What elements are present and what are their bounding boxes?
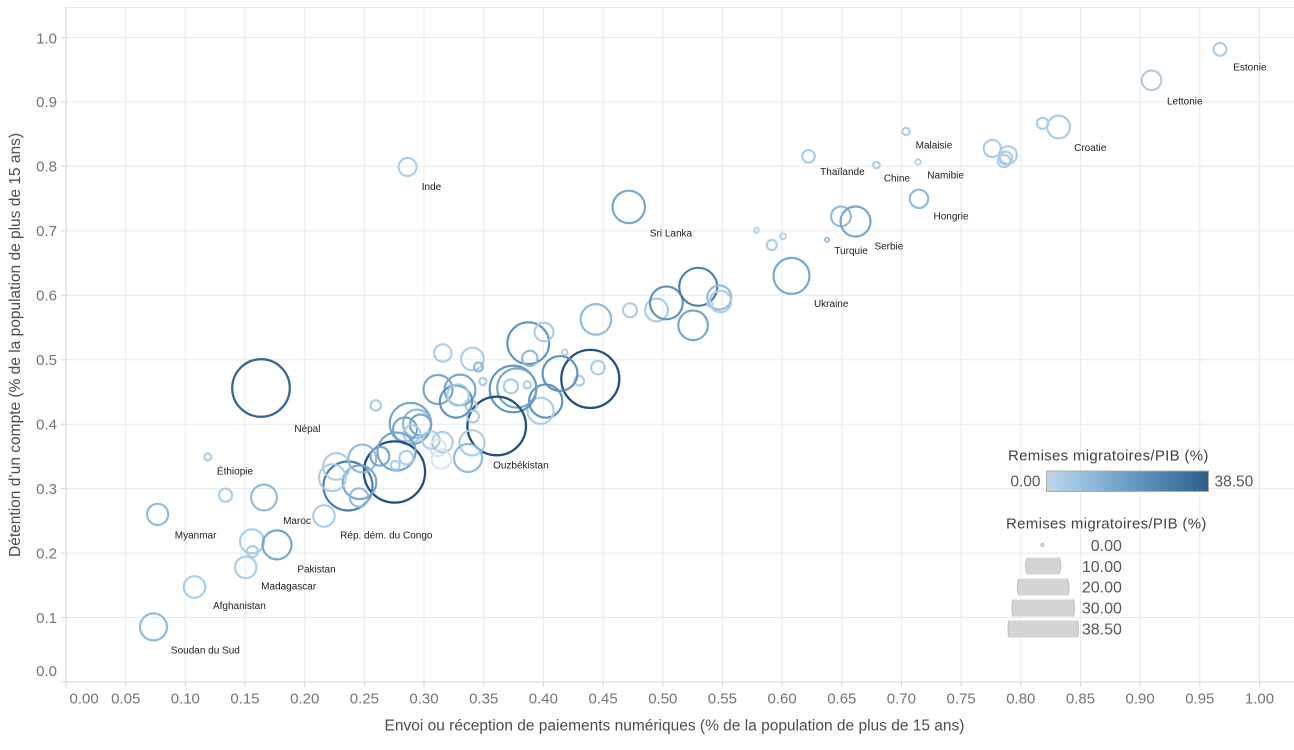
svg-text:0.55: 0.55 (708, 691, 737, 708)
svg-text:0.00: 0.00 (1010, 474, 1041, 491)
svg-text:0.60: 0.60 (767, 691, 796, 708)
svg-text:Rép. dém. du Congo: Rép. dém. du Congo (340, 531, 433, 542)
svg-text:Pakistan: Pakistan (297, 565, 335, 576)
svg-text:0.95: 0.95 (1185, 691, 1214, 708)
svg-text:0.80: 0.80 (1006, 691, 1035, 708)
svg-text:38.50: 38.50 (1082, 621, 1122, 638)
svg-text:Thaïlande: Thaïlande (820, 167, 865, 178)
svg-text:0.6: 0.6 (36, 288, 57, 305)
svg-text:Népal: Népal (294, 424, 320, 435)
svg-text:0.3: 0.3 (36, 481, 57, 498)
svg-text:0.00: 0.00 (70, 691, 99, 708)
svg-text:Afghanistan: Afghanistan (213, 601, 266, 612)
svg-text:0.65: 0.65 (827, 691, 856, 708)
svg-text:0.40: 0.40 (529, 691, 558, 708)
svg-text:0.8: 0.8 (36, 159, 57, 176)
svg-text:Soudan du Sud: Soudan du Sud (171, 645, 240, 656)
svg-text:0.30: 0.30 (409, 691, 438, 708)
svg-text:Éthiopie: Éthiopie (217, 465, 254, 478)
svg-text:0.5: 0.5 (36, 352, 57, 369)
svg-text:Namibie: Namibie (927, 170, 964, 181)
svg-text:Croatie: Croatie (1074, 143, 1107, 154)
svg-text:0.1: 0.1 (36, 610, 57, 627)
svg-text:20.00: 20.00 (1082, 580, 1122, 597)
svg-text:0.2: 0.2 (36, 545, 57, 562)
svg-text:Détention d’un compte (% de la: Détention d’un compte (% de la populatio… (7, 133, 24, 557)
svg-text:0.35: 0.35 (469, 691, 498, 708)
svg-text:Sri Lanka: Sri Lanka (650, 228, 693, 239)
svg-text:Ukraine: Ukraine (814, 299, 849, 310)
svg-text:Ouzbékistan: Ouzbékistan (493, 461, 549, 472)
svg-text:Serbie: Serbie (874, 242, 903, 253)
svg-text:Remises migratoires/PIB (%): Remises migratoires/PIB (%) (1008, 448, 1209, 465)
svg-text:0.70: 0.70 (887, 691, 916, 708)
svg-text:0.85: 0.85 (1066, 691, 1095, 708)
svg-text:Remises migratoires/PIB (%): Remises migratoires/PIB (%) (1006, 515, 1207, 532)
svg-text:0.90: 0.90 (1125, 691, 1154, 708)
svg-text:Chine: Chine (884, 173, 911, 184)
svg-text:0.15: 0.15 (230, 691, 259, 708)
svg-text:0.9: 0.9 (36, 94, 57, 111)
svg-text:Myanmar: Myanmar (175, 530, 217, 541)
svg-text:Malaisie: Malaisie (916, 140, 953, 151)
svg-text:0.00: 0.00 (1091, 538, 1122, 555)
svg-text:10.00: 10.00 (1082, 559, 1122, 576)
svg-text:Inde: Inde (422, 182, 442, 193)
svg-text:30.00: 30.00 (1082, 600, 1122, 617)
svg-text:0.10: 0.10 (171, 691, 200, 708)
svg-text:38.50: 38.50 (1215, 474, 1254, 491)
svg-text:0.25: 0.25 (350, 691, 379, 708)
svg-text:Hongrie: Hongrie (933, 212, 968, 223)
svg-text:0.75: 0.75 (946, 691, 975, 708)
svg-text:0.05: 0.05 (111, 691, 140, 708)
svg-text:0.7: 0.7 (36, 223, 57, 240)
svg-text:0.20: 0.20 (290, 691, 319, 708)
svg-text:Turquie: Turquie (834, 246, 868, 257)
svg-text:0.45: 0.45 (588, 691, 617, 708)
svg-text:1.0: 1.0 (36, 30, 57, 47)
svg-text:Envoi ou réception de paiement: Envoi ou réception de paiements numériqu… (385, 718, 965, 735)
svg-text:Lettonie: Lettonie (1167, 96, 1203, 107)
svg-text:Estonie: Estonie (1233, 63, 1267, 74)
svg-text:1.00: 1.00 (1245, 691, 1274, 708)
svg-text:0.50: 0.50 (648, 691, 677, 708)
svg-text:Madagascar: Madagascar (261, 581, 317, 592)
svg-text:0.0: 0.0 (36, 663, 57, 680)
svg-text:Maroc: Maroc (283, 516, 311, 527)
svg-text:0.4: 0.4 (36, 417, 57, 434)
